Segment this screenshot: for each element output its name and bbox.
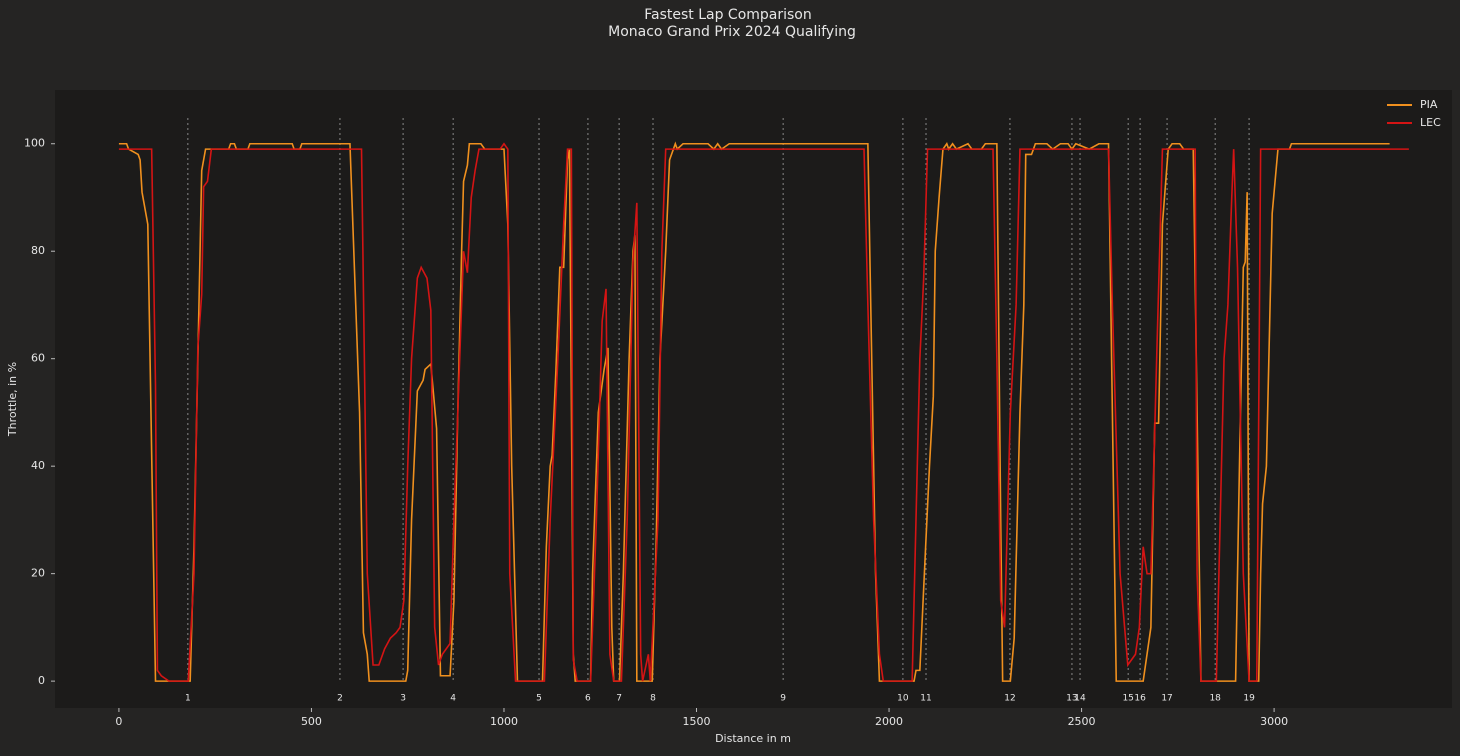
corner-label: 9 bbox=[780, 694, 786, 704]
x-tick-label: 0 bbox=[115, 715, 122, 728]
x-tick-label: 500 bbox=[301, 715, 322, 728]
legend-label: PIA bbox=[1420, 98, 1438, 111]
corner-label: 13 bbox=[1066, 694, 1077, 704]
corner-label: 5 bbox=[536, 694, 542, 704]
corner-label: 1 bbox=[185, 694, 191, 704]
plot-area bbox=[55, 90, 1452, 708]
x-tick-label: 2500 bbox=[1068, 715, 1096, 728]
corner-label: 4 bbox=[450, 694, 456, 704]
x-axis-label: Distance in m bbox=[715, 732, 791, 745]
line-series bbox=[118, 142, 1409, 682]
corner-label: 6 bbox=[585, 694, 591, 704]
corner-label: 11 bbox=[920, 694, 931, 704]
corner-label: 17 bbox=[1161, 694, 1172, 704]
y-tick-label: 60 bbox=[31, 352, 45, 365]
y-tick-label: 100 bbox=[24, 137, 45, 150]
y-tick-label: 80 bbox=[31, 244, 45, 257]
line-series bbox=[118, 141, 1390, 682]
corner-label: 8 bbox=[650, 694, 656, 704]
y-tick-label: 40 bbox=[31, 459, 45, 472]
x-tick-label: 3000 bbox=[1260, 715, 1288, 728]
x-tick-label: 1500 bbox=[683, 715, 711, 728]
corner-label: 12 bbox=[1004, 694, 1015, 704]
chart-title: Fastest Lap Comparison bbox=[644, 7, 812, 23]
corner-label: 3 bbox=[400, 694, 406, 704]
corner-label: 7 bbox=[616, 694, 622, 704]
x-tick-label: 1000 bbox=[490, 715, 518, 728]
corner-label: 16 bbox=[1134, 694, 1146, 704]
y-tick-label: 20 bbox=[31, 567, 45, 580]
corner-label: 2 bbox=[337, 694, 343, 704]
corner-label: 15 bbox=[1122, 694, 1133, 704]
corner-label: 14 bbox=[1074, 694, 1086, 704]
y-tick-label: 0 bbox=[38, 674, 45, 687]
corner-label: 10 bbox=[897, 694, 909, 704]
chart-subtitle: Monaco Grand Prix 2024 Qualifying bbox=[608, 24, 856, 40]
corner-label: 19 bbox=[1243, 694, 1255, 704]
corner-label: 18 bbox=[1209, 694, 1221, 704]
x-tick-label: 2000 bbox=[875, 715, 903, 728]
legend-label: LEC bbox=[1420, 116, 1441, 129]
y-axis-label: Throttle, in % bbox=[6, 362, 19, 437]
